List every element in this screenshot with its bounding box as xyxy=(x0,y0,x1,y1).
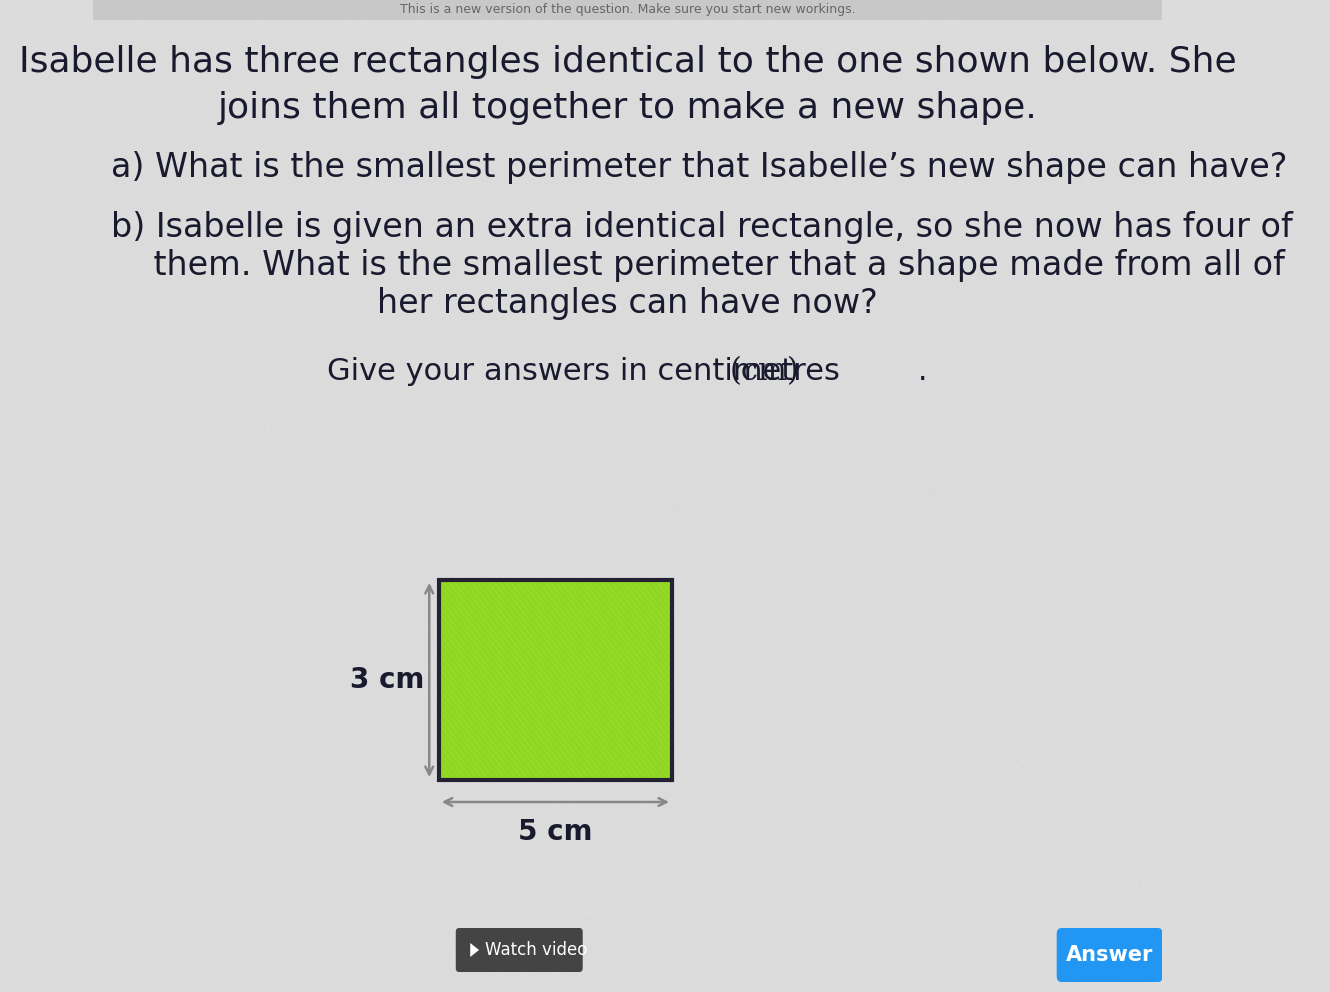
FancyBboxPatch shape xyxy=(456,928,583,972)
Text: b) Isabelle is given an extra identical rectangle, so she now has four of: b) Isabelle is given an extra identical … xyxy=(112,211,1293,244)
Bar xyxy=(439,580,672,780)
Text: This is a new version of the question. Make sure you start new workings.: This is a new version of the question. M… xyxy=(400,4,855,17)
Text: a) What is the smallest perimeter that Isabelle’s new shape can have?: a) What is the smallest perimeter that I… xyxy=(112,152,1287,185)
Bar xyxy=(439,580,672,780)
Text: them. What is the smallest perimeter that a shape made from all of: them. What is the smallest perimeter tha… xyxy=(112,250,1285,283)
Bar xyxy=(439,580,672,780)
Polygon shape xyxy=(471,943,479,957)
Text: 5 cm: 5 cm xyxy=(519,818,593,846)
Text: (cm): (cm) xyxy=(729,356,799,388)
Text: her rectangles can have now?: her rectangles can have now? xyxy=(378,288,878,320)
FancyBboxPatch shape xyxy=(1057,928,1162,982)
Text: 3 cm: 3 cm xyxy=(350,666,424,694)
Text: Watch video: Watch video xyxy=(484,941,587,959)
Text: joins them all together to make a new shape.: joins them all together to make a new sh… xyxy=(218,91,1037,125)
Text: Give your answers in centimetres        .: Give your answers in centimetres . xyxy=(327,357,928,387)
Text: Answer: Answer xyxy=(1067,945,1153,965)
Bar xyxy=(93,0,1162,20)
Text: Isabelle has three rectangles identical to the one shown below. She: Isabelle has three rectangles identical … xyxy=(19,45,1237,79)
